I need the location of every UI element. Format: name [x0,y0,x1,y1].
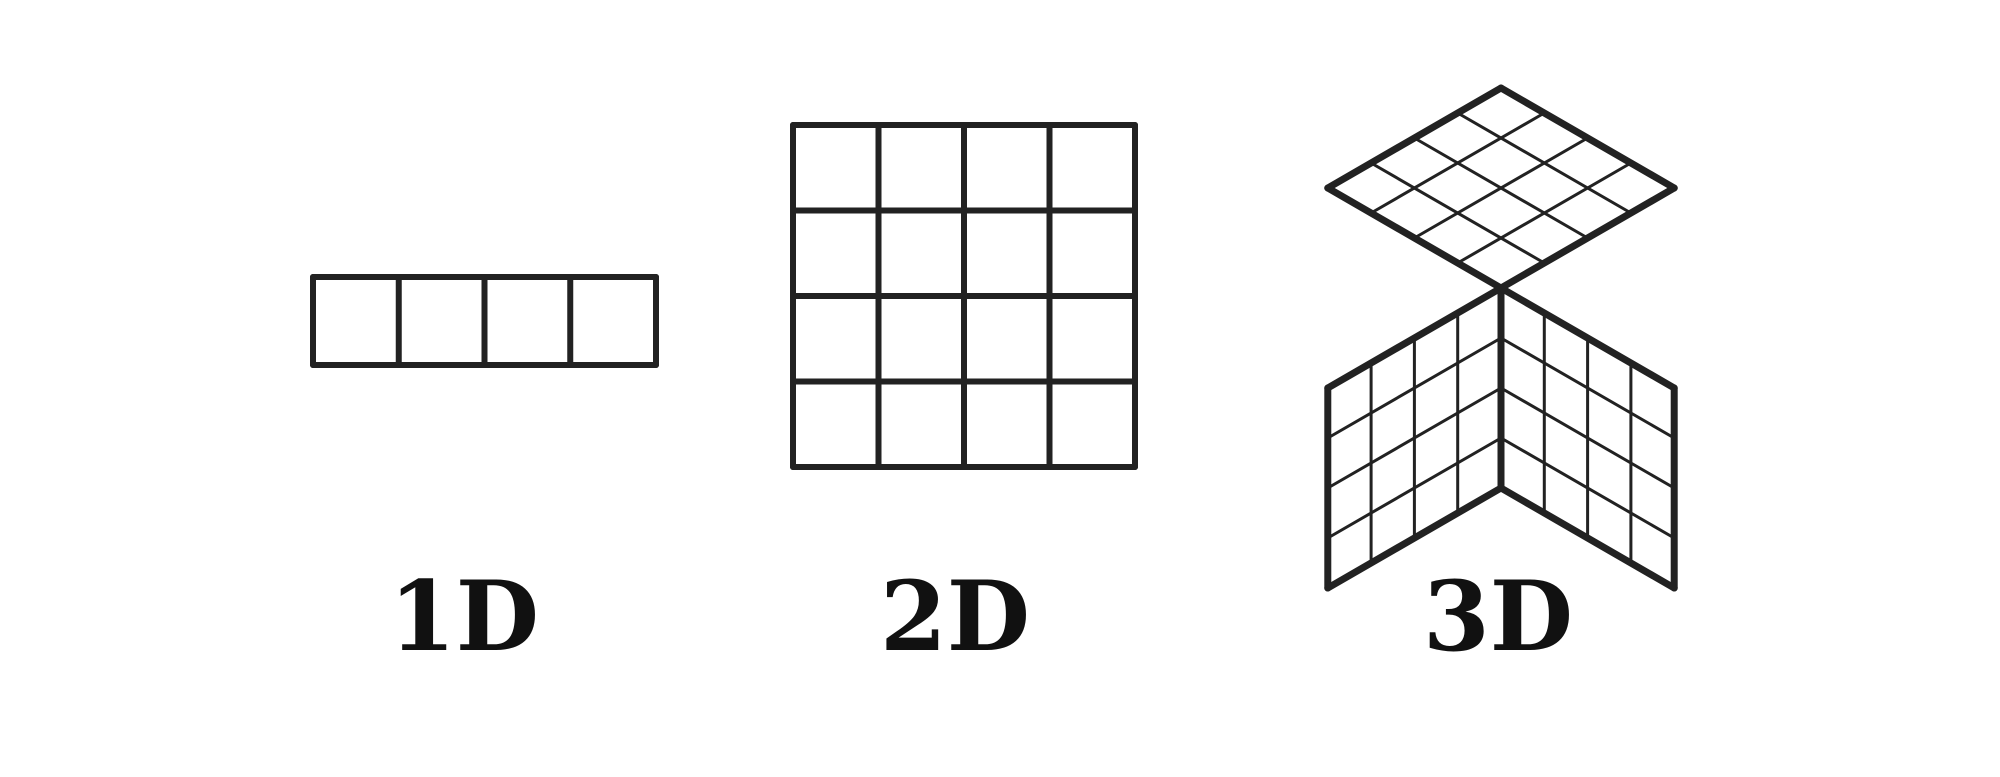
label-3d: 3D [1423,560,1573,673]
cube-left-gridline [1326,386,1503,490]
one-dimensional-strip [310,274,659,368]
cube-top-gridline [1456,111,1633,215]
cube-top-gridline [1497,84,1678,192]
cube-right-gridline [1499,386,1676,490]
two-dimensional-grid [790,122,1138,470]
cube-top-gridline [1412,136,1590,240]
cube-left-gridline [1324,484,1505,592]
cube-right-gridline [1499,436,1676,540]
three-dimensional-cube [1324,84,1678,592]
label-1d: 1D [389,560,539,673]
label-2d: 2D [880,560,1030,673]
cube-right-gridline [1497,484,1678,592]
cube-top-gridline [1369,111,1546,215]
cube-top-gridline [1324,84,1505,192]
cube-left-gridline [1326,436,1503,540]
